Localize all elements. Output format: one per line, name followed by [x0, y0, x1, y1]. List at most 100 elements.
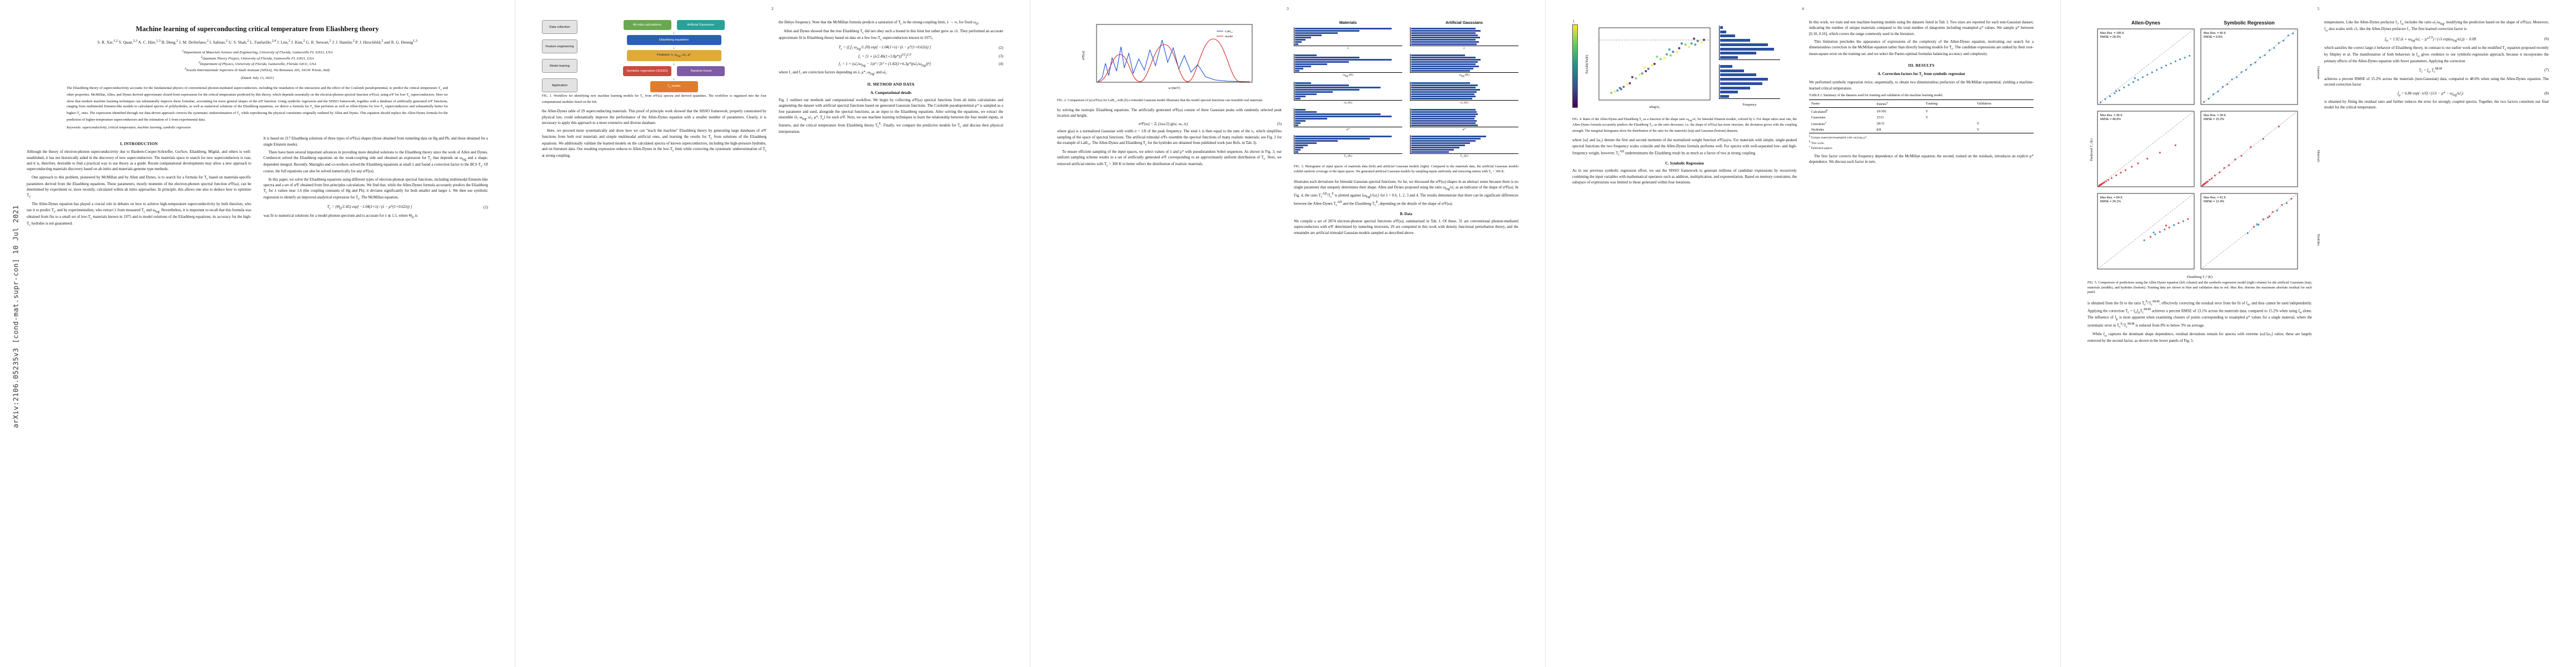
svg-text:RMSE = 15.2%: RMSE = 15.2%: [2204, 118, 2224, 121]
affiliation-4: 4Scuola Internazionale Superiore di Stud…: [185, 67, 330, 73]
paragraph: achieves a percent RMSE of 15.2% across …: [2324, 77, 2549, 87]
paragraph: the Allen-Dynes table of 29 superconduct…: [542, 109, 766, 125]
histogram-column-header: Artificial Gaussians: [1445, 20, 1483, 25]
fig5-panel-sr-hydrides: Max Res. = 41 K RMSE = 12.4%: [2200, 193, 2298, 270]
table-header-cell: Name: [1809, 99, 1875, 108]
paragraph: The first factor corrects the frequency …: [1809, 154, 2034, 165]
page-number: 2: [771, 7, 774, 11]
histogram: [1294, 135, 1402, 155]
paragraph: which satisfies the correct large-λ beha…: [2324, 46, 2549, 63]
identity-line: [2200, 28, 2298, 105]
figure-4-ratio-plot: λ Tc(AD)/Tc(E) ωlog/ω̄₂ Frequency: [1572, 20, 1797, 116]
paragraph: is obtained by fitting the residual rati…: [2324, 99, 2549, 110]
paragraph: where f₁ and f₂ are correction factors d…: [779, 71, 888, 76]
equation-5: α²F(ω) = Σᵢ (λᵢωᵢ/2) g(ω; ωᵢ, σᵢ) (5): [1138, 122, 1282, 127]
paragraph: There have been several important advanc…: [263, 151, 488, 174]
x-axis-label: ω (meV): [1168, 86, 1180, 90]
frequency-axis-label: Frequency: [1742, 103, 1757, 107]
fig5-panel-grid: Max Res. = 185 K RMSE = 28.3% Max Res. =…: [2094, 27, 2305, 273]
flow-box-eliashberg: Eliashberg equations: [626, 35, 721, 45]
paragraph: where g(ω) is a normalized Gaussian with…: [1057, 130, 1282, 147]
paragraph: The Allen-Dynes equation has played a cr…: [27, 202, 252, 227]
svg-text:Max Res. = 28 K: Max Res. = 28 K: [2204, 114, 2226, 117]
plot-frame: [1598, 27, 1711, 101]
module-label: Application: [542, 78, 577, 93]
table-row: Gaussians 2533 Y: [1811, 115, 1929, 120]
histogram: [1294, 27, 1402, 46]
equation-1: Tc = (ΘD/1.45) exp[ −1.04(1+λ) / (λ − μ*…: [327, 205, 488, 211]
fig5-panel-sr-materials: Max Res. = 28 K RMSE = 15.2%: [2200, 111, 2298, 187]
table-1-caption: TABLE I. Summary of the datasets used fo…: [1809, 93, 1944, 97]
table-footnote: b This work.: [1809, 140, 1825, 145]
paragraph: While fω captures the dominant shape dep…: [2087, 332, 2313, 344]
paragraph: where ⟨ω⟩ and ⟨ω₂⟩ denote the first and …: [1572, 138, 1797, 157]
fig4-scatter-svg: Tc(AD)/Tc(E) ωlog/ω̄₂: [1585, 27, 1711, 109]
figure-2-caption: FIG. 2. Comparison of (a) α²F(ω) for LaH…: [1057, 99, 1263, 102]
paragraph: was fit to numerical solutions for a mod…: [263, 213, 418, 220]
histogram: [1410, 135, 1518, 155]
affiliation-1: 1Department of Materials Science and Eng…: [182, 49, 333, 55]
page4-left-column: λ Tc(AD)/Tc(E) ωlog/ω̄₂ Frequency: [1572, 20, 1797, 188]
page1-left-column: I. INTRODUCTION Although the theory of e…: [27, 136, 251, 230]
plot-frame: [2200, 193, 2298, 270]
affiliation-3: 3Department of Physics, University of Fl…: [198, 61, 316, 67]
figure-4-caption: FIG. 4. Ratio of the Allen-Dynes and Eli…: [1572, 118, 1797, 133]
abstract: The Eliashberg theory of superconductivi…: [67, 86, 448, 122]
page2-right-column: the Debye frequency. Note that the McMil…: [779, 20, 1003, 161]
paragraph: illustrates such deviations for bimodal …: [1294, 180, 1518, 207]
paragraph: Here, we proceed more systematically and…: [542, 129, 767, 158]
model-curve: [1097, 38, 1250, 82]
histogram: [1294, 82, 1402, 101]
equation-6: fω = 1.92 (λ + ωlog/ω̄₂ − μ*1/3) / (√λ e…: [2385, 36, 2549, 43]
histogram: [1294, 108, 1402, 128]
date-line: (Dated: July 13, 2021): [241, 76, 274, 80]
workflow-flowchart: Ab initio calculations Artificial Gaussi…: [581, 20, 766, 93]
identity-line: [2200, 111, 2298, 187]
material-curve: [1097, 39, 1250, 82]
fig5-row-label: Hydrides: [2316, 233, 2320, 246]
keywords-line: Keywords: superconductivity, critical te…: [67, 126, 191, 130]
section-results: III. RESULTS: [1908, 62, 1935, 68]
page5-right-column: temperatures. Like the Allen-Dynes prefa…: [2324, 20, 2549, 347]
table-row: Calculatedb 29/302 Y: [1811, 108, 1929, 114]
arrow-down-icon: ↓: [672, 30, 675, 35]
histogram: [1410, 27, 1518, 46]
svg-text:Max Res. = 41 K: Max Res. = 41 K: [2204, 196, 2226, 200]
page-2: 2 Data collection Feature engineering Mo…: [515, 0, 1030, 667]
arrow-down-icon: ↓: [672, 45, 675, 50]
table-header-cell: Training: [1923, 99, 1975, 108]
colorbar: λ: [1572, 20, 1578, 108]
equation-4: f₂ = 1 + (ω̄₂/ωlog − 1)λ² / [λ² + (1.82(…: [839, 61, 1003, 68]
page2-left-column: Data collection Feature engineering Mode…: [542, 20, 766, 161]
equation-8: fμ = 6.86 exp(−λ/λ̄) / (1/λ − μ* − ωlog/…: [2398, 91, 2549, 97]
figure-1-caption: FIG. 1. Workflow for identifying new mac…: [542, 94, 766, 104]
histogram: [1719, 26, 1780, 60]
section-method-and-data: II. METHOD AND DATA: [867, 82, 915, 87]
equation-number: (6): [2544, 37, 2549, 42]
paragraph: This limitation precludes the appearance…: [1809, 40, 2034, 57]
page-3: 3 LaH₁₀ model ω (meV) α²F(ω): [1030, 0, 1546, 667]
fig4-marginal-histograms: Frequency: [1719, 20, 1780, 116]
equation-7: Tc = fω TcMcM (7): [2419, 67, 2549, 74]
equation-number: (4): [999, 62, 1003, 67]
legend-label-model: model: [1225, 35, 1233, 38]
author-list: S. R. Xie,1,2 Y. Quan,2,3 A. C. Hire,1,3…: [97, 39, 417, 45]
plot-frame: [1096, 24, 1253, 83]
paragraph: Allen and Dynes showed that the true Eli…: [779, 29, 1003, 42]
equation-3: f₁ = [1 + (λ/2.46(1+3.8μ*))3/2]1/3 (3): [858, 53, 1003, 59]
page4-right-column: In this work, we train and test machine-…: [1809, 20, 2034, 188]
plot-frame: [2097, 111, 2195, 187]
fig5-y-axis-label: Predicted T꜀ (K): [2089, 138, 2094, 161]
histogram: [1719, 64, 1780, 99]
figure-1-workflow: Data collection Feature engineering Mode…: [542, 20, 766, 93]
page-number: 3: [1287, 7, 1289, 11]
fig5-column-headers: Allen-Dynes Symbolic Regression: [2094, 20, 2305, 27]
plot-frame: [2097, 28, 2195, 105]
page1-right-column: It is based on 217 Eliashberg solutions …: [263, 136, 488, 230]
paragraph: Fig. 1 outlines our methods and computat…: [779, 98, 1003, 135]
flow-box-sisso: Symbolic regression (SISSO): [622, 66, 672, 77]
flow-box-features: Features: λ, ωlog, ω̄₂, μ*: [626, 50, 721, 62]
svg-text:Max Res. = 95 K: Max Res. = 95 K: [2100, 114, 2122, 117]
histogram: [1410, 108, 1518, 128]
